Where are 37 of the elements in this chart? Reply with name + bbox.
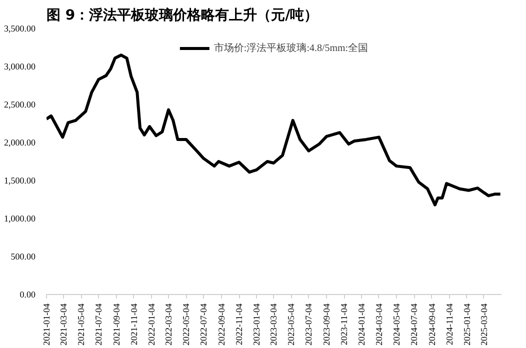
x-tick-label: 2025-01-04 [462, 303, 472, 346]
x-tick-label: 2022-03-04 [164, 303, 174, 346]
x-tick-label: 2022-11-04 [234, 303, 244, 346]
x-tick-label: 2025-03-04 [478, 303, 489, 346]
x-tick-label: 2021-09-04 [111, 303, 122, 346]
x-tick-label: 2024-11-04 [444, 303, 454, 346]
x-tick-label: 2021-05-04 [76, 303, 86, 346]
y-tick-label: 0.00 [20, 290, 36, 300]
x-tick-label: 2024-09-04 [426, 303, 437, 346]
x-tick-label: 2023-01-04 [252, 303, 262, 346]
x-tick-label: 2021-11-04 [128, 303, 139, 346]
line-series [46, 54, 502, 206]
x-tick-label: 2023-03-04 [268, 303, 279, 346]
legend-label: 市场价:浮法平板玻璃:4.8/5mm:全国 [214, 42, 368, 55]
x-tick-label: 2021-01-04 [42, 303, 52, 346]
y-tick-label: 2,500.00 [4, 100, 36, 110]
x-tick-label: 2024-01-04 [356, 303, 367, 346]
x-tick-label: 2022-07-04 [198, 303, 209, 346]
y-tick-label: 1,500.00 [4, 176, 36, 186]
chart-title: 图 9：浮法平板玻璃价格略有上升（元/吨） [46, 6, 318, 24]
y-tick-label: 3,500.00 [4, 24, 36, 34]
x-tick-label: 2023-07-04 [304, 303, 314, 346]
y-tick-label: 3,000.00 [4, 62, 36, 72]
x-tick-label: 2022-05-04 [181, 303, 192, 346]
x-tick-label: 2022-01-04 [146, 303, 157, 346]
x-tick-label: 2021-03-04 [58, 303, 68, 346]
x-tick-label: 2023-05-04 [286, 303, 296, 346]
x-tick-label: 2021-07-04 [94, 303, 104, 346]
x-tick-label: 2023-11-04 [339, 303, 350, 346]
x-tick-label: 2023-09-04 [322, 303, 332, 346]
x-tick-label: 2024-05-04 [391, 303, 402, 346]
x-tick-label: 2024-03-04 [374, 303, 384, 346]
y-tick-label: 2,000.00 [4, 138, 36, 148]
y-tick-label: 1,000.00 [4, 214, 36, 224]
y-tick-label: 500.00 [10, 252, 36, 262]
x-tick-label: 2024-07-04 [409, 303, 420, 346]
x-tick-label: 2022-09-04 [216, 303, 226, 346]
